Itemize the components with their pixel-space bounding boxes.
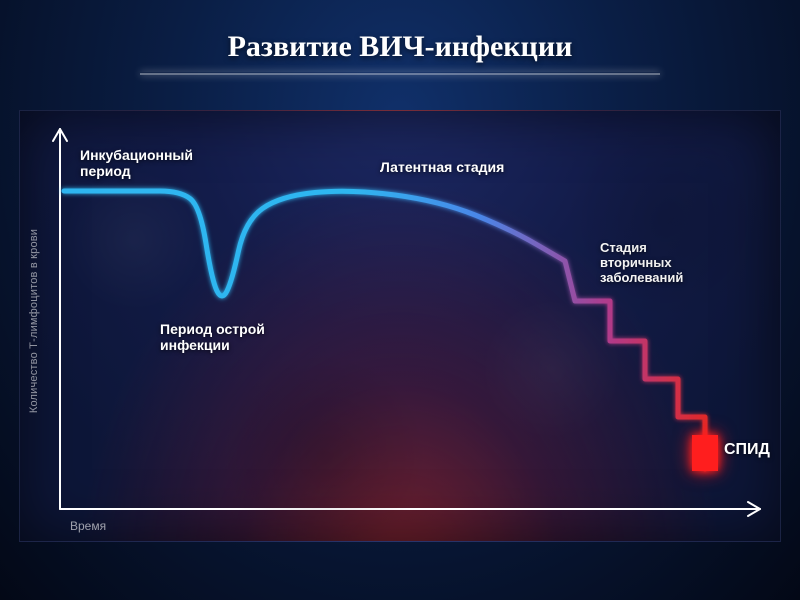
x-axis-label: Время [70,519,106,533]
stage-label: Латентная стадия [380,159,504,175]
aids-label: СПИД [724,441,770,459]
stage-label: Инкубационный период [80,147,193,179]
aids-box [692,435,718,471]
stage-label: Период острой инфекции [160,321,265,353]
stage-label: Стадия вторичных заболеваний [600,241,683,286]
page-title: Развитие ВИЧ-инфекции [0,0,800,64]
y-axis-label: Количество Т-лимфоцитов в крови [28,229,40,413]
chart-panel: Количество Т-лимфоцитов в крови Время Ин… [19,110,781,542]
title-text: Развитие ВИЧ-инфекции [228,30,573,63]
title-underline [140,72,660,75]
